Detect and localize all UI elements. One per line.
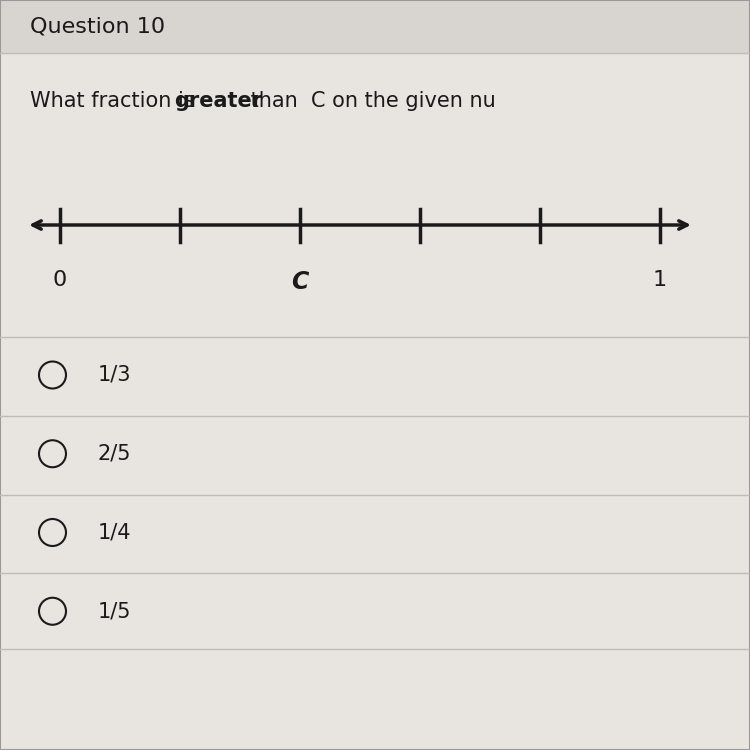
Text: greater: greater	[174, 92, 262, 111]
Text: than  C on the given nu: than C on the given nu	[244, 92, 496, 111]
Text: 2/5: 2/5	[98, 444, 131, 464]
Text: 0: 0	[53, 270, 68, 290]
Text: Question 10: Question 10	[30, 16, 165, 36]
Text: 1: 1	[653, 270, 667, 290]
Text: 1/4: 1/4	[98, 523, 131, 542]
Text: C: C	[291, 270, 309, 294]
Text: 1/5: 1/5	[98, 602, 131, 621]
Text: What fraction is: What fraction is	[30, 92, 201, 111]
FancyBboxPatch shape	[0, 0, 750, 53]
Text: 1/3: 1/3	[98, 365, 131, 385]
